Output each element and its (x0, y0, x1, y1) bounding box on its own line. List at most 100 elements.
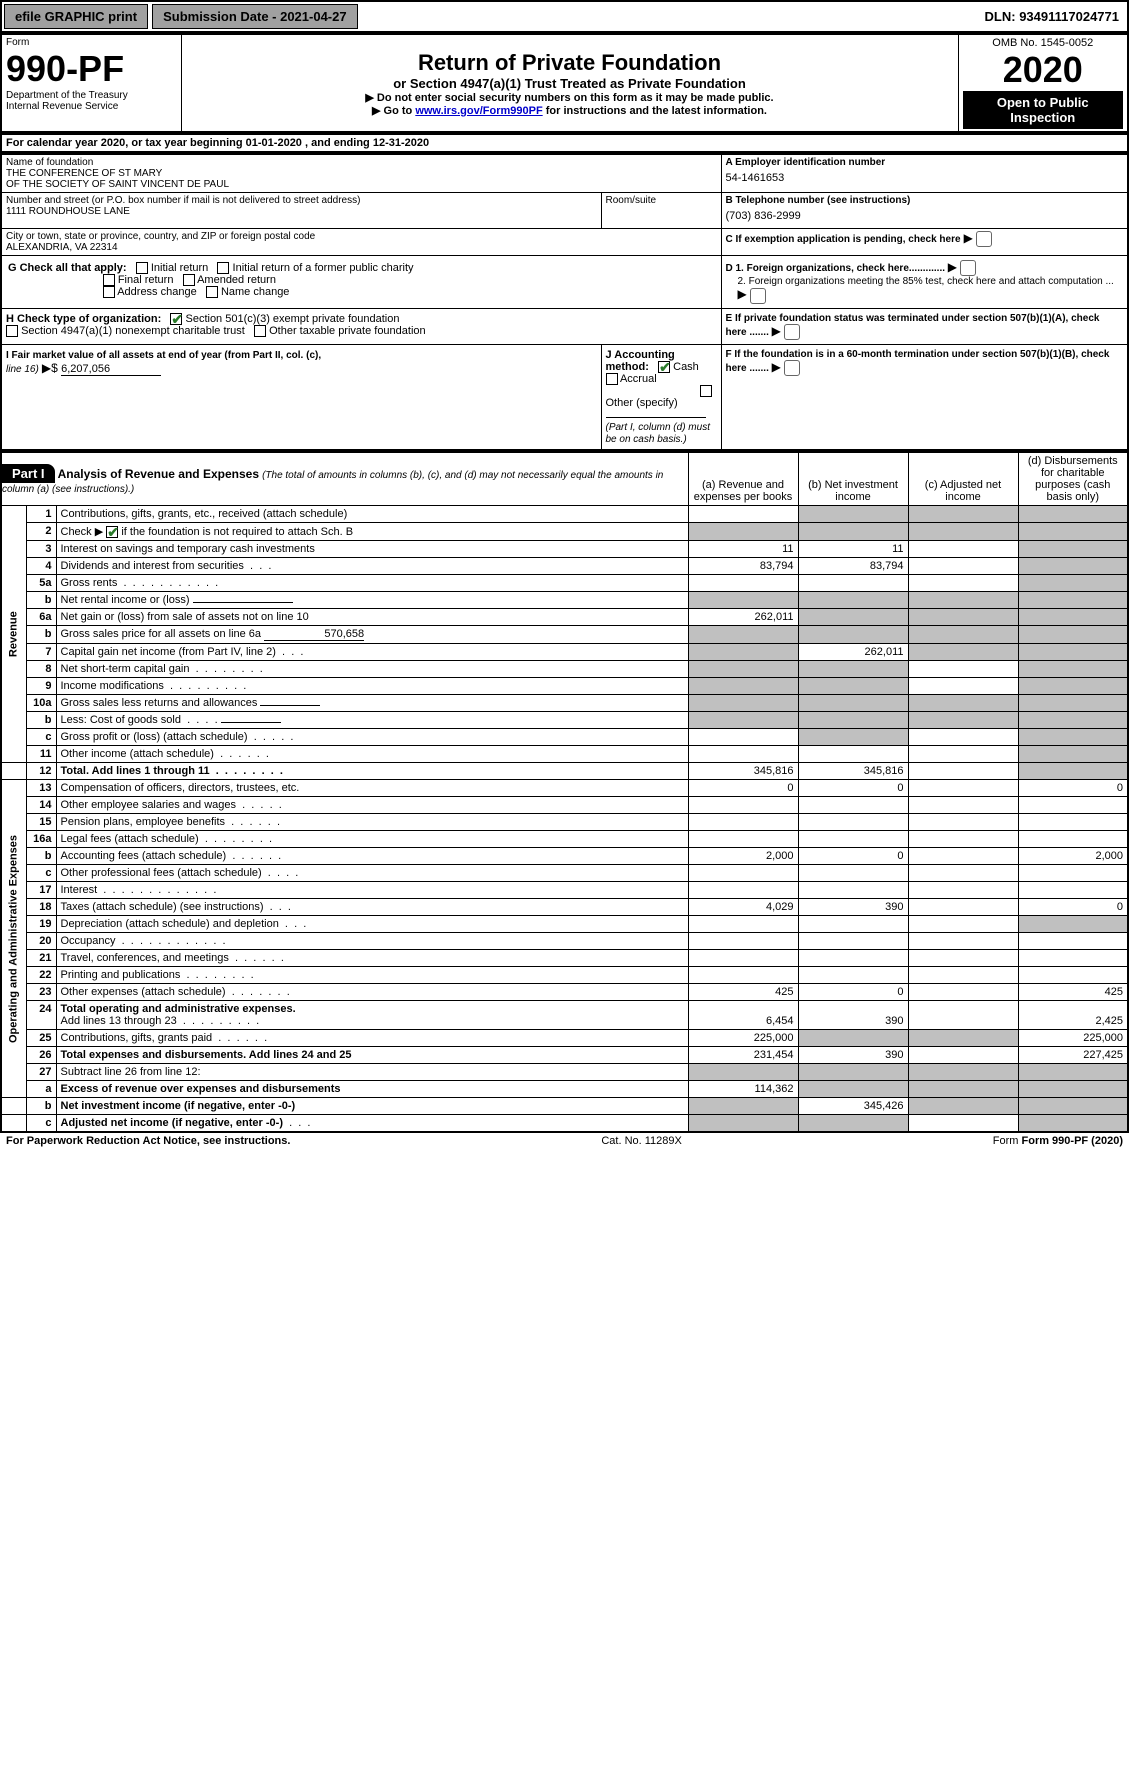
revenue-rotated-label: Revenue (1, 506, 26, 763)
table-row: c Other professional fees (attach schedu… (1, 865, 1128, 882)
j-accrual: Accrual (620, 373, 657, 385)
val-d: 225,000 (1018, 1030, 1128, 1047)
desc-text: Net rental income or (loss) (61, 594, 190, 606)
g-final-checkbox[interactable] (103, 274, 115, 286)
line-desc: Pension plans, employee benefits . . . .… (56, 814, 688, 831)
h-4947-checkbox[interactable] (6, 325, 18, 337)
page-footer: For Paperwork Reduction Act Notice, see … (0, 1133, 1129, 1149)
desc-text: Pension plans, employee benefits (61, 816, 226, 828)
inline-field[interactable] (260, 705, 320, 706)
inline-field[interactable] (193, 602, 293, 603)
val-b: 0 (798, 780, 908, 797)
h-other: Other taxable private foundation (269, 325, 426, 337)
table-row: Operating and Administrative Expenses 13… (1, 780, 1128, 797)
line-desc: Net investment income (if negative, ente… (56, 1098, 688, 1115)
line-desc: Other professional fees (attach schedule… (56, 865, 688, 882)
desc-text: Total. Add lines 1 through 11 (61, 765, 210, 777)
inline-field[interactable] (221, 722, 281, 723)
c-checkbox[interactable] (976, 231, 992, 247)
table-row: b Gross sales price for all assets on li… (1, 626, 1128, 644)
entity-table: Name of foundation THE CONFERENCE OF ST … (0, 153, 1129, 451)
line-desc: Other income (attach schedule) . . . . .… (56, 746, 688, 763)
h-other-checkbox[interactable] (254, 325, 266, 337)
val-a: 231,454 (688, 1047, 798, 1064)
line-num: 14 (26, 797, 56, 814)
val-a: 114,362 (688, 1081, 798, 1098)
line-num: 21 (26, 950, 56, 967)
addr-value: 1111 ROUNDHOUSE LANE (6, 206, 597, 217)
g-initial-former-checkbox[interactable] (217, 262, 229, 274)
desc-text: Legal fees (attach schedule) (61, 833, 199, 845)
line-num: b (26, 848, 56, 865)
desc-text: Travel, conferences, and meetings (61, 952, 229, 964)
desc-text: Gross sales less returns and allowances (61, 697, 258, 709)
efile-print-button[interactable]: efile GRAPHIC print (4, 4, 148, 29)
h-4947: Section 4947(a)(1) nonexempt charitable … (21, 325, 245, 337)
dept-label: Department of the Treasury (6, 90, 177, 101)
line-desc: Other employee salaries and wages . . . … (56, 797, 688, 814)
line-desc: Income modifications . . . . . . . . . (56, 678, 688, 695)
line-num: 26 (26, 1047, 56, 1064)
table-row: b Accounting fees (attach schedule) . . … (1, 848, 1128, 865)
line-num: 24 (26, 1001, 56, 1030)
val-a: 262,011 (688, 609, 798, 626)
g-name-checkbox[interactable] (206, 286, 218, 298)
table-row: 6a Net gain or (loss) from sale of asset… (1, 609, 1128, 626)
table-row: 24 Total operating and administrative ex… (1, 1001, 1128, 1030)
j-other-checkbox[interactable] (700, 385, 712, 397)
g-address-checkbox[interactable] (103, 286, 115, 298)
line-num: a (26, 1081, 56, 1098)
line-num: 19 (26, 916, 56, 933)
desc-text: Gross sales price for all assets on line… (61, 628, 262, 640)
city-value: ALEXANDRIA, VA 22314 (6, 242, 717, 253)
table-row: b Net investment income (if negative, en… (1, 1098, 1128, 1115)
desc-text: Contributions, gifts, grants paid (61, 1032, 213, 1044)
line-num: 5a (26, 575, 56, 592)
sch-b-checkbox[interactable] (106, 526, 118, 538)
g-amended-checkbox[interactable] (183, 274, 195, 286)
form990pf-link[interactable]: www.irs.gov/Form990PF (415, 105, 542, 117)
line-num: 2 (26, 523, 56, 541)
part1-table: Part I Analysis of Revenue and Expenses … (0, 451, 1129, 1133)
e-label: E If private foundation status was termi… (726, 313, 1100, 338)
desc-text: Gross profit or (loss) (attach schedule) (61, 731, 248, 743)
d2-checkbox[interactable] (750, 288, 766, 304)
line-desc: Check ▶ if the foundation is not require… (56, 523, 688, 541)
part1-title: Analysis of Revenue and Expenses (58, 467, 259, 481)
h-501c3-checkbox[interactable] (170, 313, 182, 325)
line-num: 4 (26, 558, 56, 575)
line-num: 8 (26, 661, 56, 678)
line-num: 23 (26, 984, 56, 1001)
line-desc: Other expenses (attach schedule) . . . .… (56, 984, 688, 1001)
cal-pre: For calendar year 2020, or tax year begi… (6, 137, 246, 149)
table-row: 5a Gross rents . . . . . . . . . . . (1, 575, 1128, 592)
room-label: Room/suite (606, 195, 717, 206)
calendar-year-row: For calendar year 2020, or tax year begi… (0, 133, 1129, 153)
table-row: b Less: Cost of goods sold . . . . (1, 712, 1128, 729)
d1-checkbox[interactable] (960, 260, 976, 276)
open-to-public-badge: Open to Public Inspection (963, 91, 1124, 129)
line-desc: Gross profit or (loss) (attach schedule)… (56, 729, 688, 746)
j-other-field[interactable] (606, 417, 706, 418)
line-desc: Net rental income or (loss) (56, 592, 688, 609)
part1-header-cell: Part I Analysis of Revenue and Expenses … (1, 452, 688, 506)
g-initial: Initial return (151, 262, 208, 274)
h-501c3: Section 501(c)(3) exempt private foundat… (185, 313, 399, 325)
submission-date-button[interactable]: Submission Date - 2021-04-27 (152, 4, 358, 29)
desc-text: Capital gain net income (from Part IV, l… (61, 646, 276, 658)
j-accrual-checkbox[interactable] (606, 373, 618, 385)
e-checkbox[interactable] (784, 324, 800, 340)
table-row: 20 Occupancy . . . . . . . . . . . . (1, 933, 1128, 950)
val-a: 425 (688, 984, 798, 1001)
val-b: 0 (798, 848, 908, 865)
line-desc: Net gain or (loss) from sale of assets n… (56, 609, 688, 626)
addr-label: Number and street (or P.O. box number if… (6, 195, 597, 206)
form-subtitle: or Section 4947(a)(1) Trust Treated as P… (186, 76, 954, 91)
g-initial-checkbox[interactable] (136, 262, 148, 274)
f-checkbox[interactable] (784, 360, 800, 376)
form-number: 990-PF (6, 48, 177, 90)
table-row: 11 Other income (attach schedule) . . . … (1, 746, 1128, 763)
table-row: 23 Other expenses (attach schedule) . . … (1, 984, 1128, 1001)
j-cash-checkbox[interactable] (658, 361, 670, 373)
desc-text: Other professional fees (attach schedule… (61, 867, 262, 879)
